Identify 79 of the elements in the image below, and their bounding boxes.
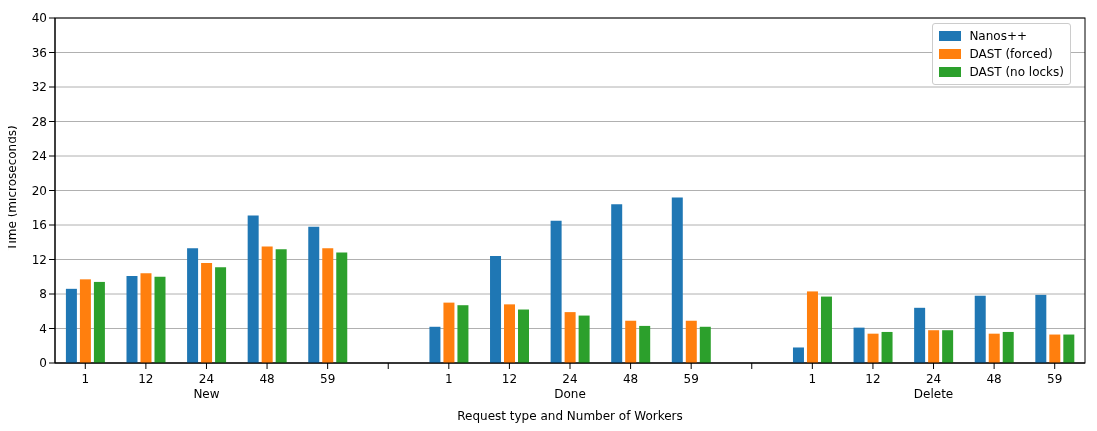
x-tick-label: 48 [259, 372, 275, 386]
y-tick-label: 16 [31, 218, 47, 233]
y-tick-label: 24 [31, 149, 47, 164]
x-tick-label: 24 [562, 372, 578, 386]
x-tick-label: 1 [808, 372, 817, 386]
bar [201, 262, 213, 363]
bar [275, 249, 287, 363]
bar [429, 326, 441, 363]
x-axis-title: Request type and Number of Workers [457, 409, 683, 423]
bar [457, 305, 469, 363]
x-tick-label: 1 [81, 372, 90, 386]
legend-label: DAST (forced) [969, 47, 1053, 61]
bar [1035, 294, 1047, 363]
x-tick-label: 12 [501, 372, 518, 386]
x-tick-label: 59 [683, 372, 699, 386]
legend-label: Nanos++ [969, 29, 1028, 43]
bar [261, 246, 273, 363]
y-axis-title: Time (microseconds) [5, 125, 20, 252]
bar [942, 330, 954, 363]
legend-label: DAST (no locks) [969, 65, 1064, 79]
bar [806, 291, 818, 363]
bar [187, 248, 199, 363]
bar [126, 275, 138, 363]
x-tick-label: 24 [198, 372, 215, 386]
text: New [193, 387, 220, 401]
bar [322, 248, 334, 363]
bar [1049, 334, 1061, 363]
x-tick-label: 48 [986, 372, 1002, 386]
bar [853, 327, 865, 363]
bar [625, 320, 637, 363]
bar [308, 226, 320, 363]
x-tick-label: 48 [622, 372, 639, 386]
bar [928, 330, 940, 363]
bar [154, 276, 166, 363]
x-tick-label: 24 [925, 372, 942, 386]
x-tick-label: 12 [138, 372, 154, 386]
bar [699, 326, 711, 363]
bar [881, 331, 893, 363]
bar [564, 312, 576, 363]
x-tick-label: 59 [320, 372, 336, 386]
bar [914, 307, 926, 363]
y-tick-label: 20 [31, 183, 47, 198]
bar [867, 333, 879, 363]
bar [792, 347, 804, 363]
bar [611, 204, 623, 363]
y-tick-label: 40 [31, 11, 47, 26]
bar [820, 296, 832, 363]
bar [685, 320, 697, 363]
text: Done [554, 387, 586, 401]
bar [504, 304, 516, 363]
bar [93, 281, 105, 363]
bar [550, 220, 562, 363]
bar [974, 295, 986, 363]
bar [140, 273, 152, 363]
bar [490, 256, 502, 363]
bar [988, 333, 1000, 363]
bar [671, 197, 683, 363]
bar [1002, 331, 1014, 363]
bar [518, 309, 530, 363]
bar [215, 267, 227, 363]
y-tick-label: 8 [39, 287, 47, 302]
text: Delete [913, 387, 954, 401]
y-tick-label: 12 [31, 252, 47, 267]
x-tick-label: 59 [1047, 372, 1063, 386]
y-tick-label: 4 [39, 321, 47, 336]
x-tick-label: 12 [865, 372, 881, 386]
bar [578, 315, 590, 363]
bar [65, 288, 77, 363]
bar [1063, 334, 1075, 363]
y-tick-label: 0 [39, 356, 47, 371]
y-tick-label: 36 [31, 45, 47, 60]
bar [443, 302, 455, 363]
y-tick-label: 32 [31, 80, 47, 95]
y-tick-label: 28 [31, 114, 47, 129]
bar [247, 215, 259, 363]
x-tick-label: 1 [445, 372, 453, 386]
bar [336, 252, 348, 363]
bar [639, 325, 651, 363]
bar [79, 279, 91, 363]
